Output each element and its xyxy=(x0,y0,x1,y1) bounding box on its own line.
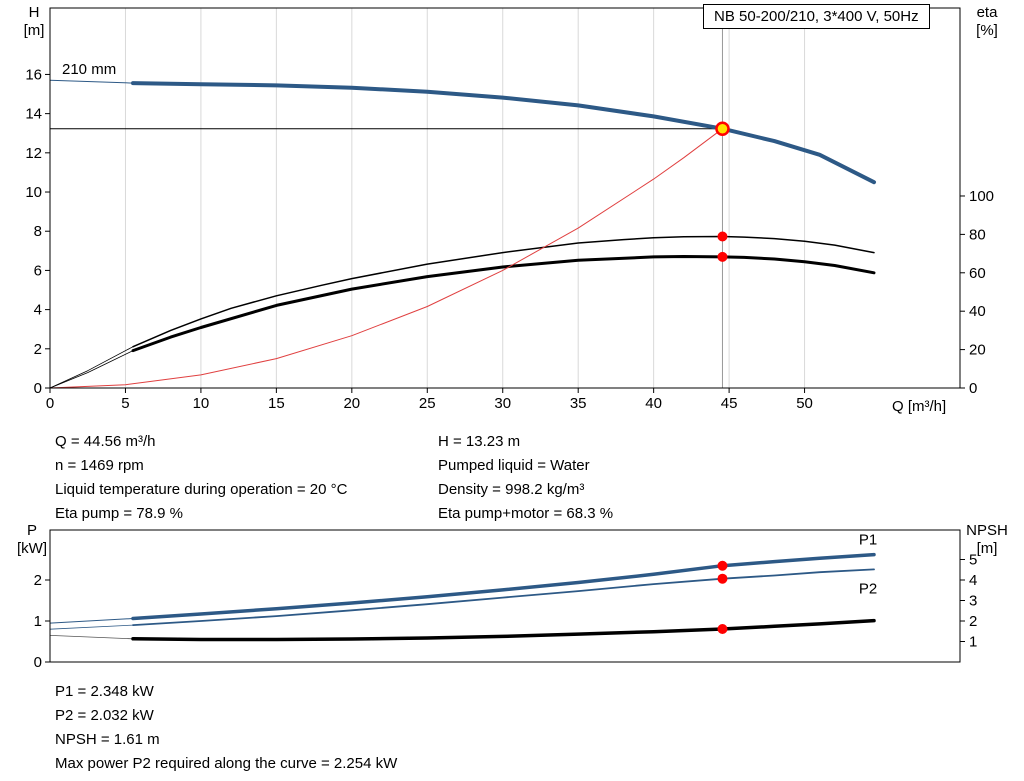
y-right-tick-label: 1 xyxy=(969,634,977,651)
eta-pump-motor-lead xyxy=(49,350,134,389)
eta-axis-label-unit: [%] xyxy=(976,22,998,39)
eta-pump-point xyxy=(717,231,728,242)
p1-curve xyxy=(131,552,876,621)
impeller-diameter-label: 210 mm xyxy=(62,61,117,78)
x-tick-label: 50 xyxy=(796,395,813,412)
y-left-tick-label: 10 xyxy=(25,184,42,201)
x-tick-label: 5 xyxy=(121,395,129,412)
y-right-tick-label: 5 xyxy=(969,552,977,569)
power-info-p1: P1 = 2.348 kW xyxy=(55,683,154,700)
h-axis-label-unit: [m] xyxy=(23,22,45,39)
y-right-tick-label: 80 xyxy=(969,226,986,243)
y-left-tick-label: 0 xyxy=(34,654,42,671)
y-right-tick-label: 4 xyxy=(969,572,977,589)
head-curve-lead xyxy=(49,79,134,84)
x-tick-label: 10 xyxy=(193,395,210,412)
npsh-lead xyxy=(49,635,134,640)
p-axis-label-symbol: P xyxy=(26,522,37,539)
y-left-tick-label: 8 xyxy=(34,223,42,240)
npsh-axis-label-symbol: NPSH xyxy=(966,522,1008,539)
duty-info-q: Q = 44.56 m³/h xyxy=(55,433,156,450)
y-right-tick-label: 40 xyxy=(969,303,986,320)
p1-point xyxy=(717,560,728,571)
x-tick-label: 0 xyxy=(46,395,54,412)
npsh-axis-label-unit: [m] xyxy=(976,540,998,557)
eta-pump-lead xyxy=(49,346,134,389)
p2-point xyxy=(717,573,728,584)
y-right-tick-label: 60 xyxy=(969,265,986,282)
duty-info-liquid: Pumped liquid = Water xyxy=(438,457,590,474)
p2-label: P2 xyxy=(859,580,877,597)
duty-info-left: Q = 44.56 m³/h n = 1469 rpm Liquid tempe… xyxy=(55,430,347,526)
qh-eta-chart: 0 5 10 15 20 25 30 35 40 45 50 0 2 4 6 8 10 12 14 16 0 20 40 60… xyxy=(25,7,994,412)
pump-title-box: NB 50-200/210, 3*400 V, 50Hz xyxy=(703,4,930,29)
eta-pump-curve xyxy=(132,235,875,348)
p1-label: P1 xyxy=(859,532,877,549)
power-npsh-chart: 0 1 2 1 2 3 4 5 P1 P2 xyxy=(34,529,977,671)
y-right-tick-label: 2 xyxy=(969,613,977,630)
x-tick-label: 25 xyxy=(419,395,436,412)
x-tick-label: 45 xyxy=(721,395,738,412)
y-left-tick-label: 14 xyxy=(25,106,42,123)
duty-info-eta-pump-motor: Eta pump+motor = 68.3 % xyxy=(438,505,614,522)
system-curve xyxy=(49,128,723,389)
npsh-point xyxy=(717,624,728,634)
npsh-axis-label: NPSH [m] xyxy=(958,522,1016,558)
y-left-tick-label: 1 xyxy=(34,613,42,630)
x-tick-label: 35 xyxy=(570,395,587,412)
duty-info-right: H = 13.23 m Pumped liquid = Water Densit… xyxy=(438,430,613,526)
duty-info-density: Density = 998.2 kg/m³ xyxy=(438,481,585,498)
p2-curve xyxy=(132,568,875,626)
y-right-tick-label: 3 xyxy=(969,593,977,610)
eta-pump-motor-point xyxy=(717,251,728,262)
duty-info-speed: n = 1469 rpm xyxy=(55,457,144,474)
y-left-tick-label: 12 xyxy=(25,145,42,162)
x-tick-label: 15 xyxy=(268,395,285,412)
p-axis-label: P [kW] xyxy=(10,522,54,558)
power-info-max-p2: Max power P2 required along the curve = … xyxy=(55,755,398,772)
duty-info-eta-pump: Eta pump = 78.9 % xyxy=(55,505,183,522)
y-right-tick-label: 20 xyxy=(969,342,986,359)
y-right-tick-label: 0 xyxy=(969,380,977,397)
y-left-tick-label: 0 xyxy=(34,380,42,397)
h-axis-label: H [m] xyxy=(14,4,54,40)
duty-info-temperature: Liquid temperature during operation = 20… xyxy=(55,481,348,498)
duty-info-head: H = 13.23 m xyxy=(438,433,521,450)
x-tick-label: 30 xyxy=(494,395,511,412)
p1-lead xyxy=(49,618,134,624)
eta-pump-motor-curve xyxy=(131,255,876,353)
head-curve-210mm xyxy=(131,81,876,185)
y-left-tick-label: 2 xyxy=(34,341,42,358)
eta-axis-label-symbol: eta xyxy=(976,4,998,21)
power-info: P1 = 2.348 kW P2 = 2.032 kW NPSH = 1.61 … xyxy=(55,680,397,776)
y-left-tick-label: 16 xyxy=(25,66,42,83)
y-left-tick-label: 6 xyxy=(34,262,42,279)
power-info-npsh: NPSH = 1.61 m xyxy=(55,731,160,748)
plot-border xyxy=(49,7,961,389)
power-info-p2: P2 = 2.032 kW xyxy=(55,707,154,724)
p-axis-label-unit: [kW] xyxy=(17,540,47,557)
npsh-curve xyxy=(131,618,876,642)
x-tick-label: 40 xyxy=(645,395,662,412)
x-tick-label: 20 xyxy=(343,395,360,412)
duty-point[interactable] xyxy=(715,121,730,136)
eta-axis-label: eta [%] xyxy=(962,4,1012,40)
y-left-tick-label: 2 xyxy=(34,572,42,589)
y-right-tick-label: 100 xyxy=(969,188,994,205)
h-axis-label-symbol: H xyxy=(28,4,40,21)
plot-border xyxy=(49,529,961,663)
p2-lead xyxy=(49,624,134,630)
q-axis-label: Q [m³/h] xyxy=(892,398,947,415)
y-left-tick-label: 4 xyxy=(34,302,42,319)
